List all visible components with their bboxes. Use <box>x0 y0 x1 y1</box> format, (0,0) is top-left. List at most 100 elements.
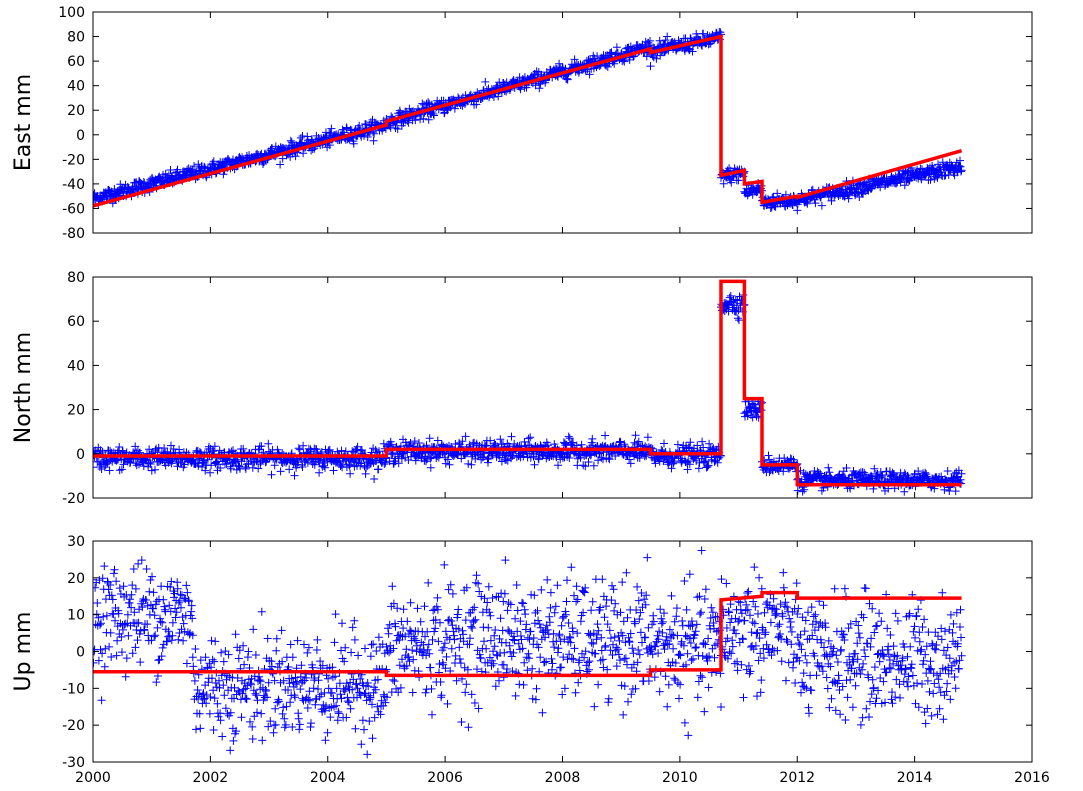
up-observation-point <box>561 610 570 619</box>
up-observation-point <box>607 596 616 605</box>
north-observation-point <box>642 451 651 460</box>
up-observation-point <box>794 604 803 613</box>
north-y-tick-label: 60 <box>67 314 85 330</box>
up-observation-point <box>618 578 627 587</box>
up-observation-point <box>915 628 924 637</box>
up-observation-point <box>312 694 321 703</box>
up-observation-point <box>328 663 337 672</box>
north-observation-point <box>940 485 949 494</box>
up-observation-point <box>581 647 590 656</box>
up-observation-point <box>606 646 615 655</box>
up-observation-point <box>766 618 775 627</box>
up-observation-point <box>939 715 948 724</box>
up-observation-point <box>593 620 602 629</box>
up-observation-point <box>96 620 104 629</box>
up-observation-point <box>929 689 938 698</box>
north-observation-point <box>115 466 124 475</box>
up-observation-point <box>441 627 450 636</box>
east-observation-point <box>291 152 300 161</box>
up-observation-point <box>671 659 680 667</box>
up-observation-point <box>480 594 489 603</box>
up-observation-point <box>356 675 365 683</box>
up-observation-point <box>263 693 272 702</box>
up-observation-point <box>754 656 763 665</box>
north-observation-point <box>457 454 466 463</box>
up-observation-point <box>455 643 464 652</box>
up-observation-point <box>284 686 292 694</box>
up-observation-point <box>259 691 268 700</box>
up-observation-point <box>510 636 519 645</box>
up-observation-point <box>216 716 225 725</box>
north-observation-point <box>321 463 329 472</box>
east-observation-point <box>844 194 853 203</box>
up-y-tick-label: -30 <box>62 755 85 771</box>
up-observation-point <box>827 694 836 703</box>
up-observation-point <box>644 677 653 685</box>
east-observation-point <box>190 162 198 171</box>
north-observation-point <box>112 456 121 465</box>
up-observation-point <box>366 652 375 661</box>
north-observation-point <box>215 446 224 455</box>
north-observation-point <box>227 447 236 456</box>
up-observation-point <box>609 585 618 594</box>
north-observation-point <box>750 400 759 409</box>
north-observation-point <box>601 431 610 440</box>
up-observation-point <box>802 684 811 693</box>
up-observation-point <box>133 636 142 645</box>
east-observation-point <box>108 190 117 199</box>
up-observation-point <box>463 665 472 674</box>
up-observation-point <box>903 652 912 661</box>
up-observation-point <box>559 612 568 621</box>
north-observation-point <box>625 455 634 464</box>
up-observation-point <box>628 644 637 653</box>
east-observation-point <box>646 36 654 45</box>
up-observation-point <box>337 646 345 655</box>
up-observation-point <box>208 674 216 683</box>
up-observation-point <box>683 649 692 658</box>
up-observation-point <box>112 651 121 660</box>
up-observation-point <box>930 679 939 688</box>
up-observation-point <box>662 632 671 641</box>
up-observation-point <box>279 703 288 712</box>
up-observation-point <box>202 691 211 699</box>
up-observation-point <box>786 520 794 528</box>
east-observation-point <box>661 36 670 45</box>
up-observation-point <box>663 702 672 711</box>
up-observation-point <box>915 637 924 646</box>
up-observation-point <box>778 612 787 621</box>
up-observation-point <box>202 699 211 708</box>
north-observation-point <box>380 460 389 469</box>
north-observation-point <box>860 468 869 477</box>
up-observation-point <box>117 632 126 641</box>
up-observation-point <box>107 653 116 661</box>
north-observation-point <box>576 453 585 462</box>
up-observation-point <box>334 709 343 718</box>
up-observation-point <box>616 608 625 617</box>
east-observation-point <box>481 77 490 86</box>
up-observation-point <box>873 621 881 630</box>
east-observation-point <box>563 74 572 83</box>
up-observation-point <box>812 671 821 680</box>
up-observation-point <box>732 629 740 638</box>
up-observation-point <box>324 684 333 693</box>
up-observation-point <box>606 634 615 643</box>
north-observation-point <box>445 460 454 469</box>
up-observation-point <box>249 625 258 634</box>
up-observation-point <box>166 583 175 591</box>
east-observation-point <box>938 158 947 167</box>
up-observation-point <box>709 619 718 627</box>
up-observation-point <box>307 719 315 728</box>
up-observation-point <box>612 662 621 671</box>
up-observation-point <box>856 670 865 678</box>
up-observation-point <box>877 617 886 626</box>
up-observation-point <box>206 693 215 701</box>
up-observation-point <box>557 663 566 672</box>
north-observation-point <box>131 442 140 451</box>
north-observation-point <box>443 455 452 464</box>
up-observation-point <box>568 627 577 636</box>
up-observation-point <box>575 666 584 675</box>
up-observation-point <box>835 676 843 685</box>
up-observation-point <box>704 634 713 643</box>
east-model-line <box>93 34 963 208</box>
up-observation-point <box>744 661 753 670</box>
